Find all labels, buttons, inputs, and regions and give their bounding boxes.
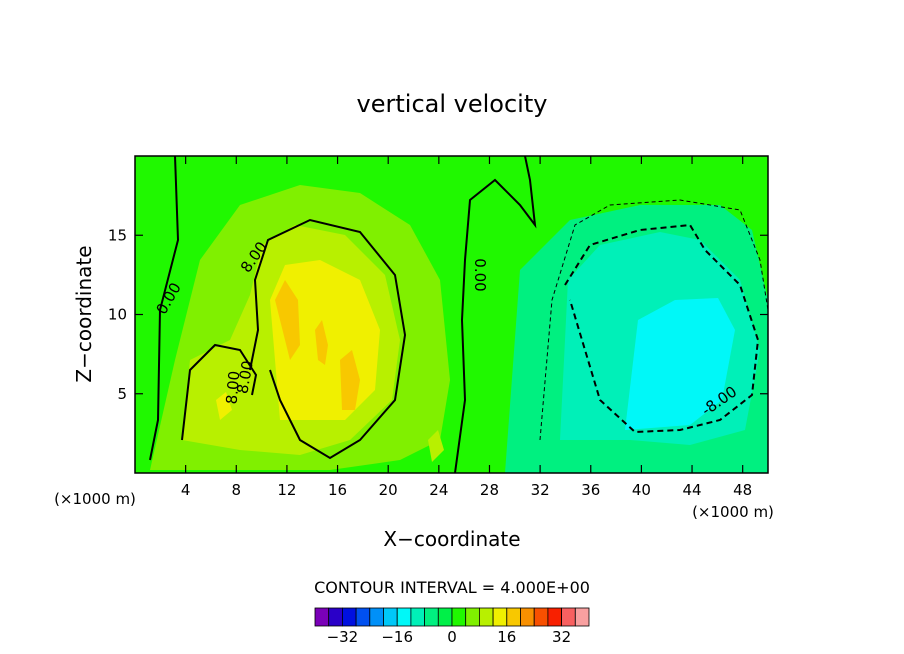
x-tick-label: 4 xyxy=(181,481,191,499)
colorbar-swatch xyxy=(314,607,330,627)
contour-line-eight-lower xyxy=(181,343,258,441)
x-unit-label: (×1000 m) xyxy=(692,503,774,521)
y-axis-label: Z−coordinate xyxy=(72,245,96,382)
colorbar-swatch xyxy=(437,607,453,627)
contour-label: 8.00 xyxy=(223,370,244,405)
colorbar-swatch xyxy=(369,607,384,627)
y-tick-label: 5 xyxy=(117,385,127,403)
contour-line-neg4-outer xyxy=(539,199,768,441)
x-tick-label: 44 xyxy=(682,481,701,499)
x-tick-label: 36 xyxy=(581,481,600,499)
fill-level-8-small-24 xyxy=(428,430,444,462)
colorbar-swatch xyxy=(561,607,576,627)
colorbar xyxy=(314,607,590,627)
x-axis: 4 8 12 16 20 24 28 32 36 40 44 48 xyxy=(181,156,752,499)
x-tick-label: 28 xyxy=(480,481,499,499)
colorbar-swatch xyxy=(478,607,494,627)
fill-level-16-20-b xyxy=(340,350,360,410)
fill-level-12-16-small xyxy=(216,392,232,420)
chart-title: vertical velocity xyxy=(357,90,548,118)
colorbar-swatch xyxy=(547,607,563,627)
colorbar-ticks: −32 −16 0 16 32 xyxy=(327,628,572,646)
colorbar-swatch xyxy=(574,607,590,627)
colorbar-swatch xyxy=(383,607,398,627)
colorbar-tick-label: −32 xyxy=(327,628,359,646)
contour-line-zero-left xyxy=(149,156,180,461)
contour-field xyxy=(135,156,768,473)
x-tick-label: 12 xyxy=(277,481,296,499)
x-tick-label: 24 xyxy=(429,481,448,499)
colorbar-swatch xyxy=(341,607,357,627)
y-unit-label: (×1000 m) xyxy=(54,490,136,508)
colorbar-swatch xyxy=(465,607,480,627)
colorbar-swatch xyxy=(410,607,425,627)
colorbar-swatch xyxy=(355,607,371,627)
x-tick-label: 40 xyxy=(632,481,651,499)
colorbar-swatch xyxy=(492,607,508,627)
colorbar-swatch xyxy=(451,607,467,627)
fill-level-neg12-neg8 xyxy=(625,298,735,430)
colorbar-swatch xyxy=(533,607,549,627)
fill-level-16-20-a xyxy=(275,280,300,360)
colorbar-swatch xyxy=(520,607,535,627)
x-tick-label: 48 xyxy=(733,481,752,499)
colorbar-swatch xyxy=(506,607,521,627)
x-tick-label: 8 xyxy=(232,481,242,499)
contour-line-zero-right xyxy=(454,156,537,473)
y-tick-label: 10 xyxy=(108,306,127,324)
contour-label: 8.00 xyxy=(233,359,257,395)
x-tick-label: 32 xyxy=(531,481,550,499)
contour-line-neg8 xyxy=(564,223,760,434)
colorbar-swatch xyxy=(424,607,439,627)
x-tick-label: 16 xyxy=(328,481,347,499)
colorbar-tick-label: −16 xyxy=(381,628,413,646)
contour-label: 0.00 xyxy=(471,258,489,291)
y-axis: 5 10 15 xyxy=(108,226,768,403)
contour-interval-label: CONTOUR INTERVAL = 4.000E+00 xyxy=(314,578,590,597)
contour-line-eight xyxy=(249,218,407,460)
colorbar-tick-label: 16 xyxy=(497,628,516,646)
colorbar-tick-label: 0 xyxy=(447,628,457,646)
fill-level-16-20-c xyxy=(315,320,328,365)
x-axis-label: X−coordinate xyxy=(383,527,520,551)
colorbar-tick-label: 32 xyxy=(552,628,571,646)
y-tick-label: 15 xyxy=(108,226,127,244)
x-tick-label: 20 xyxy=(379,481,398,499)
colorbar-swatch xyxy=(396,607,412,627)
colorbar-swatch xyxy=(328,607,343,627)
